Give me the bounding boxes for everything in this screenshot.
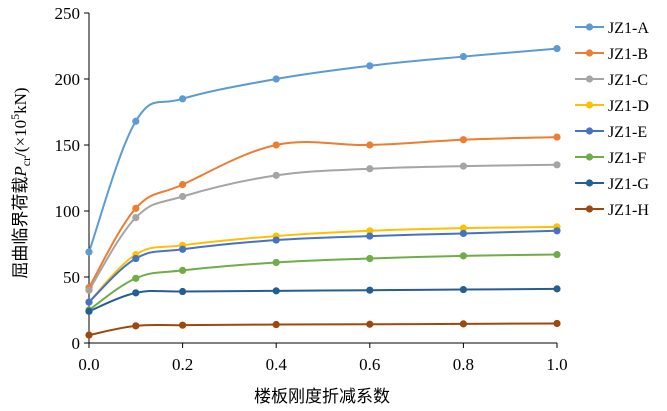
- y-tick-label: 250: [55, 4, 81, 23]
- data-point: [179, 181, 187, 189]
- y-tick-label: 100: [55, 202, 81, 221]
- data-point: [85, 307, 93, 315]
- plot-area: 0 50 100 150 200 250 0.0 0.2 0.4 0.6 0.8 1.0: [55, 4, 568, 374]
- legend-label: JZ1-C: [608, 72, 648, 89]
- y-tick-label: 50: [63, 268, 80, 287]
- data-point: [85, 331, 93, 339]
- x-ticks: 0.0 0.2 0.4 0.6 0.8 1.0: [78, 343, 568, 374]
- x-axis-title: 楼板刚度折减系数: [254, 387, 390, 407]
- data-point: [459, 52, 467, 61]
- data-point: [272, 320, 280, 329]
- series-line: [88, 47, 558, 253]
- legend-label: JZ1-H: [608, 202, 649, 219]
- y-axis-title-unit-power: 5: [8, 114, 22, 120]
- data-point: [272, 141, 280, 149]
- series-line: [88, 287, 558, 313]
- legend-label: JZ1-G: [608, 176, 649, 193]
- data-point: [179, 95, 187, 103]
- y-axis-title-unit-suffix: kN): [11, 87, 30, 113]
- data-point: [553, 250, 561, 259]
- legend-label: JZ1-E: [608, 124, 647, 141]
- legend: JZ1-A JZ1-B JZ1-C JZ1-D JZ1-E JZ1-F JZ1-G JZ1-H: [575, 20, 649, 219]
- data-point: [459, 285, 467, 294]
- data-point: [553, 45, 561, 53]
- data-point: [85, 248, 93, 256]
- legend-marker: [585, 23, 594, 31]
- series-points: [85, 45, 561, 339]
- data-point: [366, 141, 374, 149]
- data-point: [366, 286, 374, 294]
- y-tick-label: 0: [72, 334, 81, 353]
- data-point: [459, 136, 467, 144]
- legend-label: JZ1-B: [608, 46, 648, 63]
- data-point: [366, 320, 374, 328]
- data-point: [272, 75, 280, 83]
- data-point: [459, 320, 467, 328]
- data-point: [459, 224, 467, 232]
- x-tick-label: 1.0: [546, 355, 567, 374]
- y-tick-label: 200: [55, 70, 81, 89]
- data-point: [132, 117, 140, 125]
- data-point: [132, 322, 140, 330]
- series-line: [88, 322, 558, 337]
- data-point: [272, 258, 280, 267]
- y-axis-title-symbol: P: [11, 166, 30, 177]
- data-point: [132, 274, 140, 282]
- data-point: [366, 227, 374, 235]
- x-tick-label: 0.6: [359, 355, 380, 374]
- series-line: [88, 136, 558, 289]
- data-point: [366, 254, 374, 263]
- data-point: [132, 204, 140, 212]
- x-tick-label: 0.0: [78, 355, 99, 374]
- legend-marker: [585, 49, 594, 57]
- data-point: [553, 285, 561, 293]
- legend-label: JZ1-A: [608, 20, 649, 37]
- y-tick-label: 150: [55, 136, 81, 155]
- legend-label: JZ1-F: [608, 150, 646, 167]
- legend-marker: [585, 101, 594, 109]
- y-ticks: 0 50 100 150 200 250: [55, 4, 89, 353]
- data-point: [553, 227, 561, 235]
- series-lines: [88, 47, 558, 337]
- y-axis-title-subscript: cr: [19, 157, 33, 166]
- legend-marker: [585, 205, 594, 213]
- legend-marker: [585, 179, 594, 187]
- x-tick-label: 0.8: [453, 355, 474, 374]
- data-point: [272, 171, 280, 179]
- data-point: [179, 321, 187, 329]
- data-point: [459, 229, 467, 238]
- x-tick-label: 0.2: [172, 355, 193, 374]
- data-point: [85, 298, 93, 306]
- data-point: [132, 254, 140, 263]
- data-point: [272, 236, 280, 244]
- data-point: [366, 232, 374, 240]
- legend-marker: [585, 127, 594, 135]
- data-point: [132, 289, 140, 297]
- data-point: [85, 286, 93, 294]
- legend-marker: [585, 153, 594, 161]
- data-point: [132, 214, 140, 222]
- x-tick-label: 0.4: [266, 355, 288, 374]
- data-point: [179, 266, 187, 274]
- legend-marker: [585, 75, 594, 83]
- legend-label: JZ1-D: [608, 98, 649, 115]
- series-line: [88, 253, 558, 311]
- y-axis-title-main: 屈曲临界荷载: [11, 177, 31, 279]
- data-point: [179, 287, 187, 296]
- data-point: [553, 319, 561, 328]
- data-point: [553, 161, 561, 169]
- y-axis-title: 屈曲临界荷载Pcr/(×105kN): [8, 87, 33, 278]
- data-point: [459, 252, 467, 260]
- data-point: [366, 62, 374, 70]
- data-point: [272, 287, 280, 295]
- data-point: [179, 192, 187, 201]
- data-point: [366, 165, 374, 173]
- data-point: [459, 162, 467, 170]
- y-axis-title-unit: /(×10: [11, 120, 30, 157]
- data-point: [179, 245, 187, 253]
- data-point: [553, 133, 561, 141]
